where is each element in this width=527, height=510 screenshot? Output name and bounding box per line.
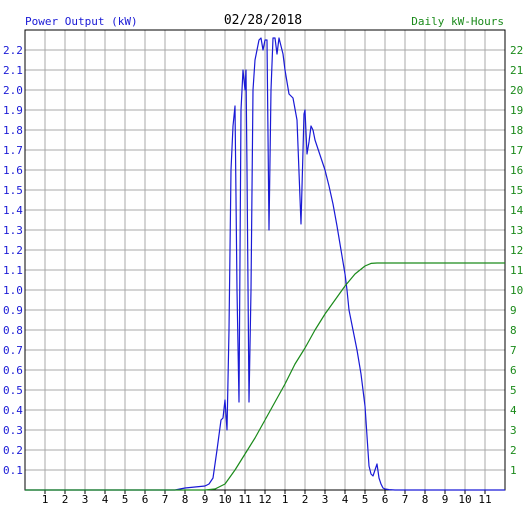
chart-title: 02/28/2018 (224, 13, 302, 28)
x-tick-label: 1 (282, 493, 289, 506)
y-right-tick-label: 19 (510, 104, 523, 117)
x-tick-label: 9 (202, 493, 209, 506)
y-left-tick-label: 2.2 (3, 44, 23, 57)
y-left-tick-label: 0.6 (3, 364, 23, 377)
series-group (25, 37, 505, 491)
x-tick-label: 11 (238, 493, 251, 506)
x-tick-label: 4 (342, 493, 349, 506)
left-axis-title: Power Output (kW) (25, 15, 138, 28)
y-right-tick-label: 17 (510, 144, 523, 157)
x-tick-label: 6 (142, 493, 149, 506)
x-tick-label: 4 (102, 493, 109, 506)
y-left-tick-label: 1.7 (3, 144, 23, 157)
daily-kwh-line (25, 262, 505, 491)
y-left-tick-label: 0.4 (3, 404, 23, 417)
y-left-tick-label: 1.8 (3, 124, 23, 137)
x-tick-label: 10 (458, 493, 471, 506)
y-left-tick-label: 0.8 (3, 324, 23, 337)
x-tick-label: 6 (382, 493, 389, 506)
y-right-tick-label: 5 (510, 384, 517, 397)
x-tick-label: 5 (122, 493, 129, 506)
x-tick-label: 8 (422, 493, 429, 506)
x-tick-label: 7 (162, 493, 169, 506)
x-tick-label: 3 (322, 493, 329, 506)
y-right-tick-label: 18 (510, 124, 523, 137)
y-right-tick-label: 6 (510, 364, 517, 377)
x-tick-label: 1 (42, 493, 49, 506)
y-left-tick-label: 0.7 (3, 344, 23, 357)
y-right-tick-label: 12 (510, 244, 523, 257)
y-right-tick-label: 13 (510, 224, 523, 237)
y-right-tick-label: 8 (510, 324, 517, 337)
x-tick-label: 10 (218, 493, 231, 506)
left-axis-ticks: 0.1 0.2 0.3 0.4 0.5 0.6 0.7 0.8 0.9 1.0 1.1 1.2 1.3 1… (3, 44, 23, 477)
y-left-tick-label: 2.0 (3, 84, 23, 97)
y-right-tick-label: 14 (510, 204, 524, 217)
y-right-tick-label: 4 (510, 404, 517, 417)
y-left-tick-label: 1.9 (3, 104, 23, 117)
power-output-line (25, 37, 505, 491)
y-right-tick-label: 20 (510, 84, 523, 97)
y-left-tick-label: 1.0 (3, 284, 23, 297)
x-tick-label: 8 (182, 493, 189, 506)
y-right-tick-label: 1 (510, 464, 517, 477)
x-tick-label: 12 (258, 493, 271, 506)
y-right-tick-label: 22 (510, 44, 523, 57)
x-tick-label: 2 (302, 493, 309, 506)
x-tick-label: 5 (362, 493, 369, 506)
y-left-tick-label: 1.4 (3, 204, 23, 217)
y-right-tick-label: 15 (510, 184, 523, 197)
y-left-tick-label: 2.1 (3, 64, 23, 77)
y-right-tick-label: 9 (510, 304, 517, 317)
y-right-tick-label: 11 (510, 264, 523, 277)
y-right-tick-label: 7 (510, 344, 517, 357)
y-right-tick-label: 3 (510, 424, 517, 437)
x-tick-label: 3 (82, 493, 89, 506)
y-left-tick-label: 0.2 (3, 444, 23, 457)
y-left-tick-label: 0.5 (3, 384, 23, 397)
x-tick-label: 11 (478, 493, 491, 506)
y-right-tick-label: 21 (510, 64, 523, 77)
y-left-tick-label: 0.3 (3, 424, 23, 437)
y-right-tick-label: 16 (510, 164, 523, 177)
y-left-tick-label: 1.1 (3, 264, 23, 277)
grid (25, 30, 505, 490)
y-right-tick-label: 10 (510, 284, 523, 297)
x-axis-ticks: 1 2 3 4 5 6 7 8 9 10 11 12 1 2 3 4 5 6 7 8 9 10 11 (42, 490, 492, 506)
y-left-tick-label: 1.5 (3, 184, 23, 197)
y-left-tick-label: 1.3 (3, 224, 23, 237)
y-left-tick-label: 0.9 (3, 304, 23, 317)
right-axis-title: Daily kW-Hours (411, 15, 504, 28)
y-right-tick-label: 2 (510, 444, 517, 457)
y-left-tick-label: 1.6 (3, 164, 23, 177)
x-tick-label: 2 (62, 493, 69, 506)
x-tick-label: 9 (442, 493, 449, 506)
y-left-tick-label: 0.1 (3, 464, 23, 477)
y-left-tick-label: 1.2 (3, 244, 23, 257)
x-tick-label: 7 (402, 493, 409, 506)
